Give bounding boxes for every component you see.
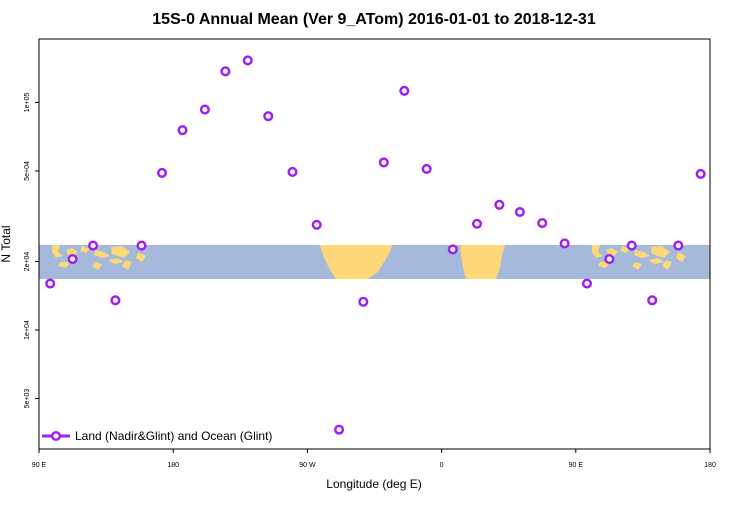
data-point [334,424,345,435]
data-point [604,254,615,265]
data-point [311,219,322,230]
x-tick-label: 180 [704,462,716,469]
data-point [110,295,121,306]
world-map-band [39,245,710,279]
x-tick-label: 0 [440,462,444,469]
land-maritime-se-asia-right [592,245,686,270]
data-point [358,296,369,307]
data-point [199,104,210,115]
data-points [45,55,706,435]
data-point [45,278,56,289]
data-point [581,278,593,289]
data-point [494,199,505,210]
data-point [471,218,483,229]
chart-title: 15S-0 Annual Mean (Ver 9_ATom) 2016-01-0… [152,11,596,28]
data-point [673,240,684,251]
data-point [156,167,168,178]
data-point [695,168,706,180]
land-africa [460,245,505,279]
y-tick-label: 5e+04 [24,161,31,181]
y-tick-label: 1e+04 [24,320,31,340]
x-tick-label: 90 W [299,462,316,469]
legend-entry: Land (Nadir&Glint) and Ocean (Glint) [75,429,272,443]
data-point [514,206,525,218]
y-axis: 5e+03 1e+04 2e+04 5e+04 1e+05 [24,93,39,409]
y-axis-label: N Total [0,225,13,262]
x-tick-label: 90 E [569,462,584,469]
data-point [626,240,637,251]
land-south-america [320,245,392,279]
data-point [647,295,658,306]
x-axis-label: Longitude (deg E) [326,477,421,491]
legend: Land (Nadir&Glint) and Ocean (Glint) [42,429,272,443]
data-point [242,55,253,66]
data-point [378,157,389,168]
data-point [287,166,298,177]
data-point [559,238,570,249]
y-tick-label: 5e+03 [24,389,31,409]
data-point [88,240,99,251]
x-tick-label: 90 E [32,462,47,469]
data-point [177,125,188,136]
data-point [447,244,458,255]
data-point [263,111,274,122]
data-point [537,218,548,229]
y-tick-label: 1e+05 [24,93,31,113]
data-point [67,254,78,265]
data-point [136,240,147,251]
data-point [399,85,410,96]
data-point [220,66,231,77]
x-tick-label: 180 [167,462,179,469]
y-tick-label: 2e+04 [24,252,31,272]
data-point [421,163,432,175]
land-maritime-se-asia-left [52,245,146,270]
plot-frame [38,38,711,450]
legend-marker [50,430,62,442]
x-axis: 90 E 180 90 W 0 90 E 180 [32,449,716,469]
